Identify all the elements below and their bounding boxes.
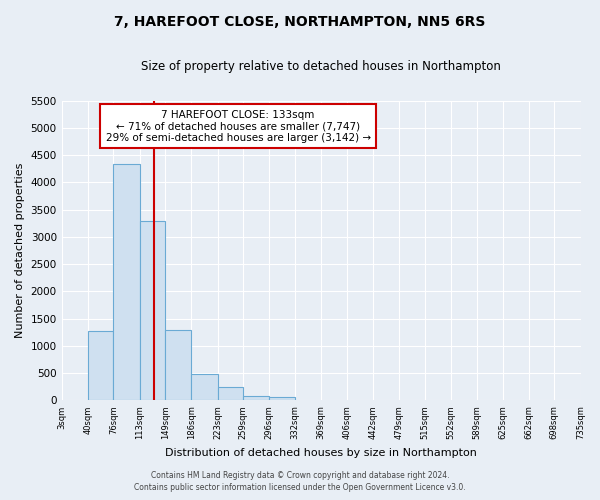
- Bar: [243, 396, 269, 400]
- Bar: [113, 164, 140, 400]
- Text: 7 HAREFOOT CLOSE: 133sqm
← 71% of detached houses are smaller (7,747)
29% of sem: 7 HAREFOOT CLOSE: 133sqm ← 71% of detach…: [106, 110, 371, 143]
- X-axis label: Distribution of detached houses by size in Northampton: Distribution of detached houses by size …: [165, 448, 477, 458]
- Y-axis label: Number of detached properties: Number of detached properties: [15, 163, 25, 338]
- Bar: [218, 388, 243, 400]
- Bar: [88, 331, 113, 400]
- Text: Contains HM Land Registry data © Crown copyright and database right 2024.
Contai: Contains HM Land Registry data © Crown c…: [134, 471, 466, 492]
- Bar: [269, 398, 295, 400]
- Bar: [165, 330, 191, 400]
- Bar: [191, 374, 218, 400]
- Title: Size of property relative to detached houses in Northampton: Size of property relative to detached ho…: [141, 60, 501, 73]
- Bar: [140, 220, 165, 400]
- Text: 7, HAREFOOT CLOSE, NORTHAMPTON, NN5 6RS: 7, HAREFOOT CLOSE, NORTHAMPTON, NN5 6RS: [115, 15, 485, 29]
